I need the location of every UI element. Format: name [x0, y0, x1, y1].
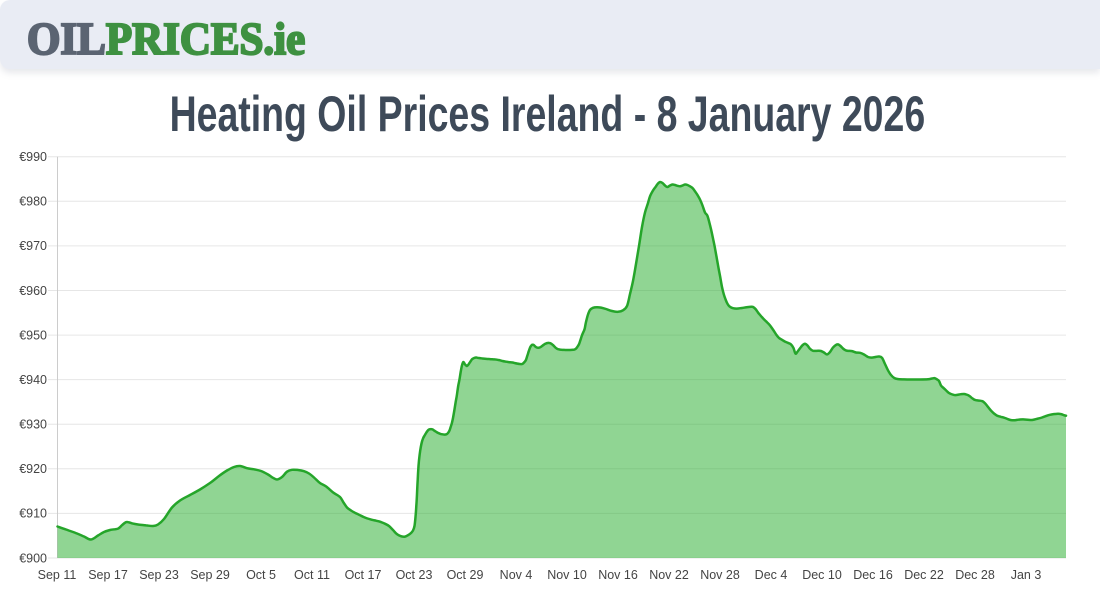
svg-text:Sep 23: Sep 23: [139, 568, 179, 582]
svg-text:Sep 29: Sep 29: [190, 568, 230, 582]
svg-text:€990: €990: [19, 150, 47, 164]
svg-text:Oct 11: Oct 11: [294, 568, 330, 582]
svg-text:€920: €920: [19, 462, 47, 476]
svg-text:€960: €960: [19, 284, 47, 298]
svg-text:Dec 4: Dec 4: [755, 568, 788, 582]
svg-text:Nov 10: Nov 10: [547, 568, 587, 582]
svg-text:Nov 16: Nov 16: [598, 568, 638, 582]
svg-text:€970: €970: [19, 239, 47, 253]
svg-text:Dec 16: Dec 16: [853, 568, 893, 582]
svg-text:€900: €900: [19, 551, 47, 565]
svg-text:Dec 22: Dec 22: [904, 568, 944, 582]
svg-text:€930: €930: [19, 418, 47, 432]
svg-text:Nov 4: Nov 4: [500, 568, 533, 582]
svg-text:€950: €950: [19, 328, 47, 342]
svg-text:Nov 22: Nov 22: [649, 568, 689, 582]
svg-text:Nov 28: Nov 28: [700, 568, 740, 582]
svg-text:€980: €980: [19, 195, 47, 209]
svg-text:Oct 5: Oct 5: [246, 568, 276, 582]
svg-text:Oct 23: Oct 23: [396, 568, 433, 582]
svg-text:Jan 3: Jan 3: [1011, 568, 1042, 582]
svg-text:Dec 10: Dec 10: [802, 568, 842, 582]
svg-text:Sep 11: Sep 11: [38, 568, 77, 582]
svg-text:€910: €910: [19, 507, 47, 521]
svg-text:Oct 29: Oct 29: [447, 568, 484, 582]
svg-text:€940: €940: [19, 373, 47, 387]
svg-text:Sep 17: Sep 17: [88, 568, 128, 582]
svg-text:Dec 28: Dec 28: [955, 568, 995, 582]
svg-text:Oct 17: Oct 17: [345, 568, 382, 582]
